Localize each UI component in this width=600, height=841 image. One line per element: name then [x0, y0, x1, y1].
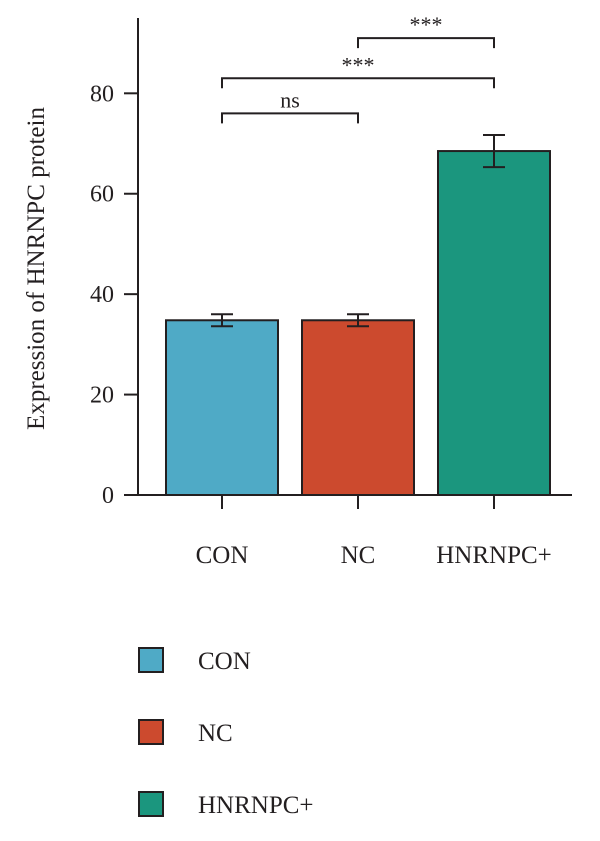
significance-label: ***	[410, 12, 443, 37]
y-tick-label: 80	[90, 81, 114, 107]
x-axis-ticks: CON NC HNRNPC+	[196, 495, 552, 569]
significance-label: ns	[280, 87, 300, 112]
error-bar	[211, 313, 233, 328]
bar	[165, 319, 279, 496]
y-tick-label: 40	[90, 282, 114, 308]
y-axis-title: Expression of HNRNPC protein	[23, 107, 50, 430]
y-tick-label: 0	[102, 483, 114, 509]
significance-bracket	[221, 77, 495, 89]
significance-bracket	[357, 37, 495, 49]
legend-swatch	[138, 647, 164, 673]
y-axis-ticks: 0 20 40 60 80	[90, 81, 138, 509]
x-tick-label: NC	[341, 542, 376, 569]
y-tick-label: 20	[90, 383, 114, 409]
x-tick-label: HNRNPC+	[436, 542, 552, 569]
significance-brackets: ns *** ***	[221, 12, 495, 124]
x-tick-label: CON	[196, 542, 249, 569]
error-bars-group	[211, 133, 505, 328]
legend-item: CON	[138, 647, 251, 675]
legend-item: NC	[138, 719, 233, 747]
legend: CON NC HNRNPC+	[138, 647, 314, 819]
error-bar	[347, 313, 369, 328]
legend-label: CON	[198, 648, 251, 675]
significance-bracket	[221, 112, 359, 124]
bar	[437, 150, 551, 496]
legend-item: HNRNPC+	[138, 791, 314, 819]
y-tick-label: 60	[90, 182, 114, 208]
bar	[301, 319, 415, 496]
significance-label: ***	[342, 52, 375, 77]
legend-label: NC	[198, 720, 233, 747]
legend-label: HNRNPC+	[198, 792, 314, 819]
legend-swatch	[138, 719, 164, 745]
error-bar	[483, 133, 505, 169]
legend-swatch	[138, 791, 164, 817]
